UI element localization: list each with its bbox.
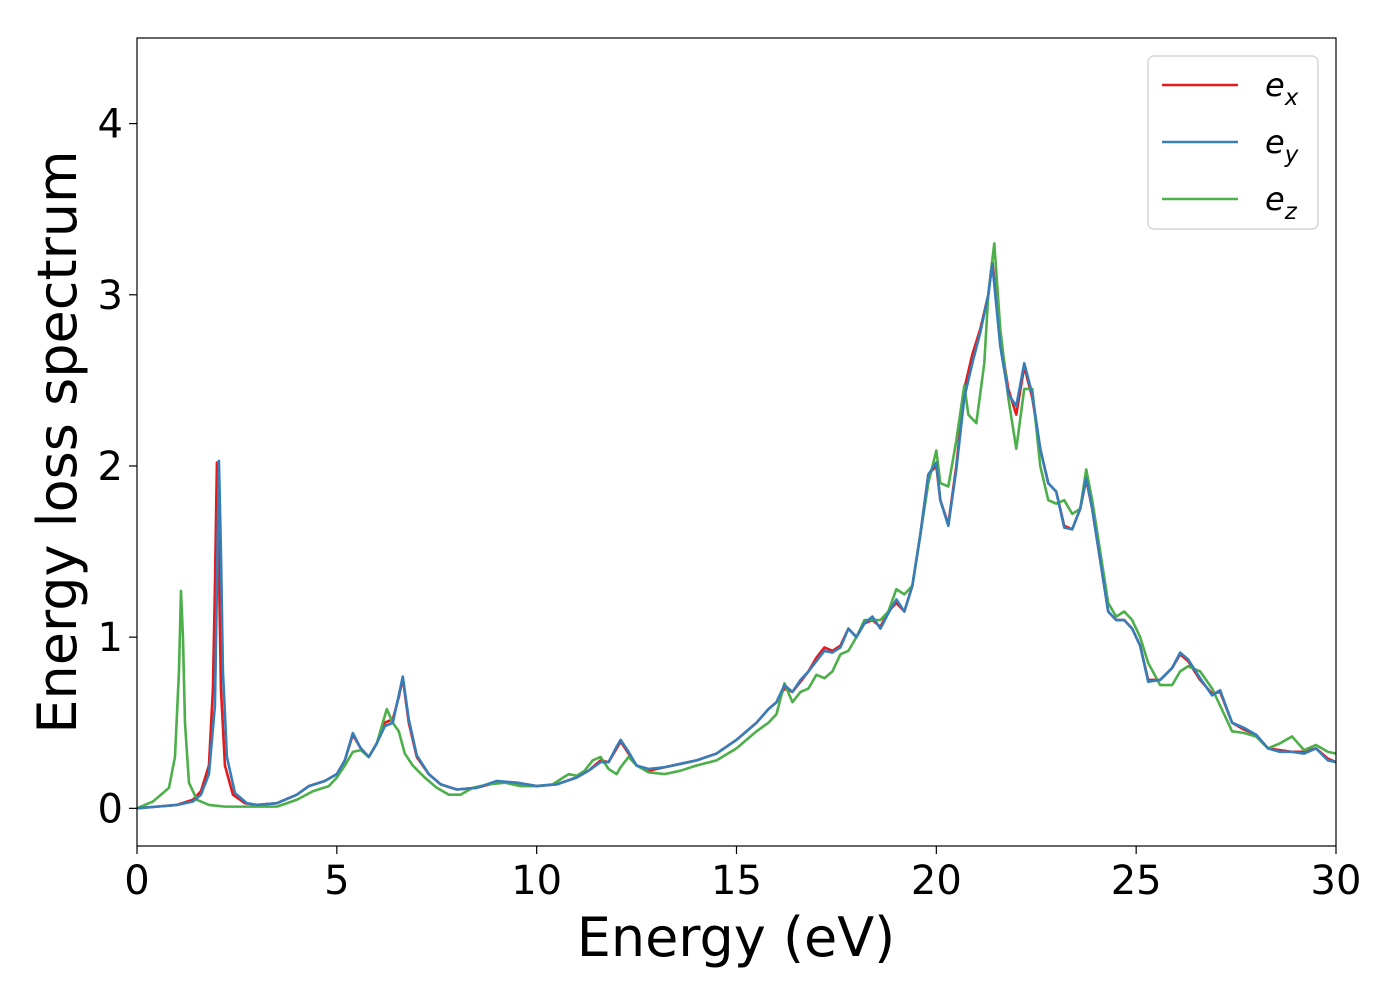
x-tick-label: 5 <box>324 858 349 904</box>
y-tick-label: 1 <box>98 615 123 661</box>
y-tick-label: 4 <box>98 102 123 148</box>
y-axis-label: Energy loss spectrum <box>26 150 89 733</box>
series-layer <box>137 242 1336 810</box>
y-tick-label: 3 <box>98 273 123 319</box>
legend-entry-ez: ez <box>1162 180 1298 225</box>
x-tick-label: 30 <box>1311 858 1362 904</box>
y-tick-label: 2 <box>98 444 123 490</box>
legend: ex ey ez <box>1147 55 1319 230</box>
x-tick-label: 25 <box>1111 858 1162 904</box>
series-line-ez <box>137 242 1336 810</box>
x-axis-label: Energy (eV) <box>577 906 896 969</box>
x-tick-label: 20 <box>911 858 962 904</box>
legend-label: ey <box>1265 123 1299 168</box>
x-axis: 0 5 10 15 20 25 30 <box>124 846 1361 904</box>
legend-label: ex <box>1265 66 1299 111</box>
x-tick-label: 0 <box>124 858 149 904</box>
y-tick-label: 0 <box>98 786 123 832</box>
x-tick-label: 10 <box>511 858 562 904</box>
x-tick-label: 15 <box>711 858 762 904</box>
legend-entry-ey: ey <box>1162 123 1299 168</box>
series-line-ey <box>137 262 1336 810</box>
legend-entry-ex: ex <box>1162 66 1299 111</box>
series-line-ex <box>137 259 1336 810</box>
y-axis: 0 1 2 3 4 <box>98 102 137 832</box>
legend-label: ez <box>1265 180 1298 225</box>
